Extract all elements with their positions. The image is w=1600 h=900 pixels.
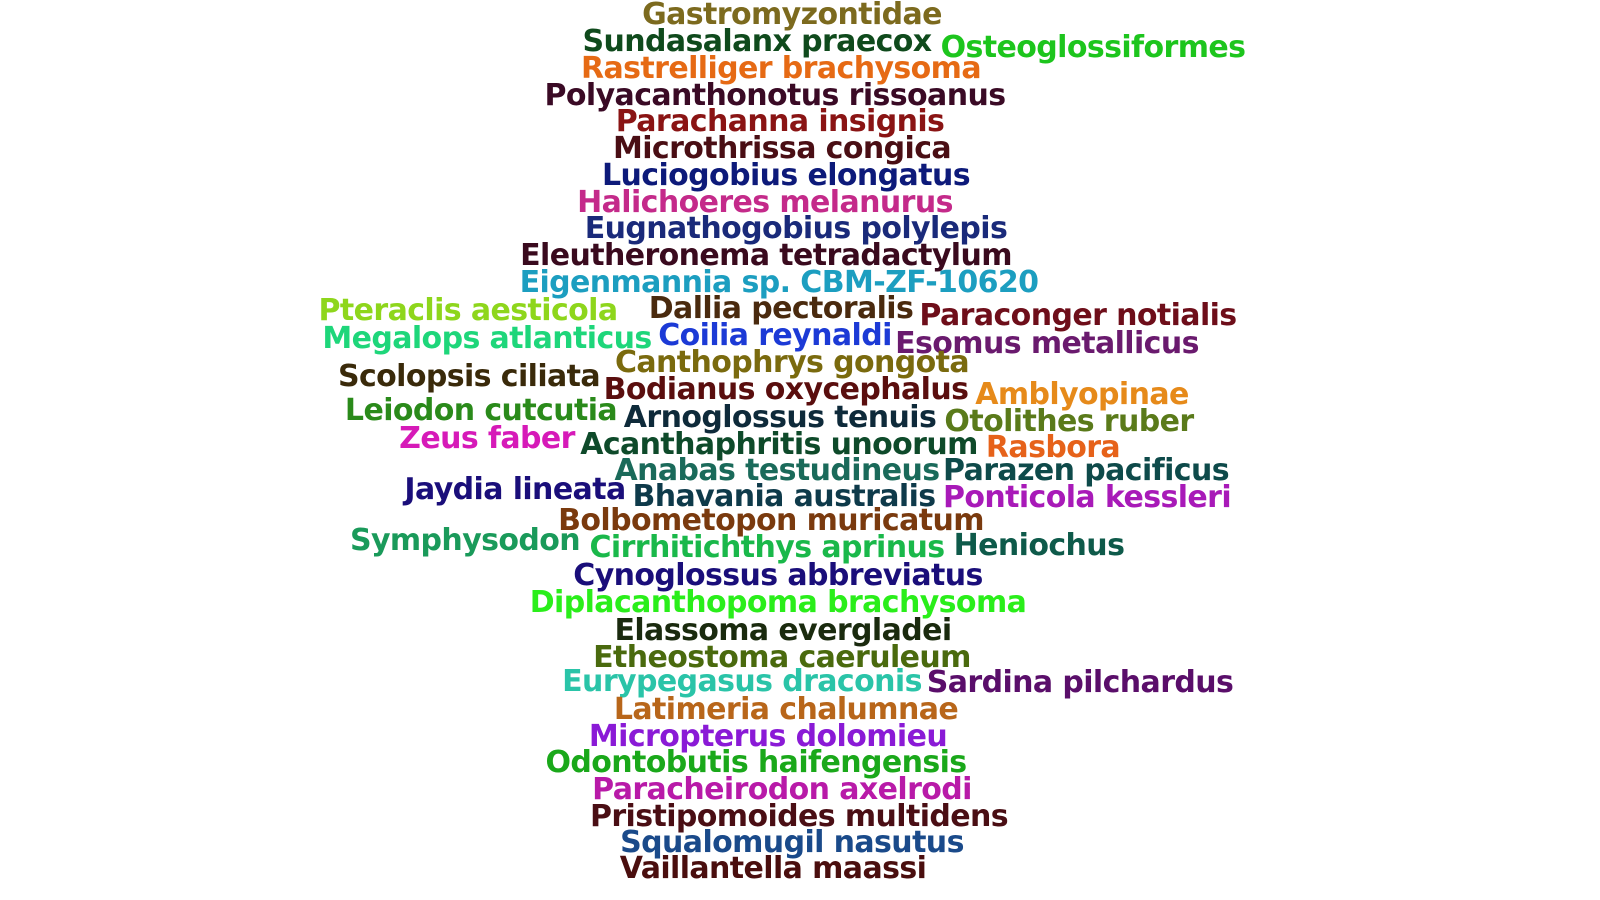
word-megalops-atlanticus: Megalops atlanticus bbox=[322, 321, 652, 356]
word-anabas-testudineus: Anabas testudineus bbox=[614, 453, 941, 488]
word-vaillantella-maassi: Vaillantella maassi bbox=[619, 851, 927, 886]
word-arnoglossus-tenuis: Arnoglossus tenuis bbox=[623, 400, 937, 435]
word-gastromyzontidae: Gastromyzontidae bbox=[642, 0, 942, 32]
word-osteoglossiformes: Osteoglossiformes bbox=[940, 30, 1246, 65]
word-microthrissa-congica: Microthrissa congica bbox=[612, 131, 952, 166]
word-latimeria-chalumnae: Latimeria chalumnae bbox=[613, 692, 959, 727]
word-polyacanthonotus-rissoanus: Polyacanthonotus rissoanus bbox=[544, 78, 1007, 113]
word-cirrhitichthys-aprinus: Cirrhitichthys aprinus bbox=[589, 530, 945, 565]
word-eurypegasus-draconis: Eurypegasus draconis bbox=[562, 664, 922, 699]
word-diplacanthopoma-brachysoma: Diplacanthopoma brachysoma bbox=[529, 585, 1027, 620]
word-luciogobius-elongatus: Luciogobius elongatus bbox=[602, 158, 971, 193]
word-odontobutis-haifengensis: Odontobutis haifengensis bbox=[545, 745, 967, 780]
word-sardina-pilchardus: Sardina pilchardus bbox=[926, 665, 1234, 700]
word-ponticola-kessleri: Ponticola kessleri bbox=[942, 480, 1232, 515]
word-coilia-reynaldi: Coilia reynaldi bbox=[658, 318, 892, 353]
word-eleutheronema-tetradactylum: Eleutheronema tetradactylum bbox=[520, 238, 1012, 273]
word-elassoma-evergladei: Elassoma evergladei bbox=[614, 613, 952, 648]
word-micropterus-dolomieu: Micropterus dolomieu bbox=[588, 719, 948, 754]
word-pteraclis-aesticola: Pteraclis aesticola bbox=[318, 293, 619, 328]
word-amblyopinae: Amblyopinae bbox=[975, 377, 1189, 412]
word-pristipomoides-multidens: Pristipomoides multidens bbox=[589, 799, 1009, 834]
word-leiodon-cutcutia: Leiodon cutcutia bbox=[344, 393, 618, 428]
word-heniochus: Heniochus bbox=[953, 528, 1125, 563]
word-squalomugil-nasutus: Squalomugil nasutus bbox=[620, 825, 964, 860]
word-bhavania-australis: Bhavania australis bbox=[632, 479, 936, 514]
word-otolithes-ruber: Otolithes ruber bbox=[944, 404, 1194, 439]
word-etheostoma-caeruleum: Etheostoma caeruleum bbox=[593, 640, 971, 675]
word-cynoglossus-abbreviatus: Cynoglossus abbreviatus bbox=[573, 558, 983, 593]
word-rasbora: Rasbora bbox=[985, 430, 1121, 465]
word-rastrelliger-brachysoma: Rastrelliger brachysoma bbox=[581, 51, 982, 86]
word-dallia-pectoralis: Dallia pectoralis bbox=[648, 291, 914, 326]
word-paracheirodon-axelrodi: Paracheirodon axelrodi bbox=[592, 772, 972, 807]
word-eigenmannia-sp-cbm-zf-10620: Eigenmannia sp. CBM-ZF-10620 bbox=[519, 265, 1039, 300]
word-parazen-pacificus: Parazen pacificus bbox=[943, 453, 1230, 488]
word-symphysodon: Symphysodon bbox=[349, 523, 581, 558]
word-esomus-metallicus: Esomus metallicus bbox=[895, 326, 1199, 361]
word-bolbometopon-muricatum: Bolbometopon muricatum bbox=[558, 503, 984, 538]
word-scolopsis-ciliata: Scolopsis ciliata bbox=[337, 359, 601, 394]
word-parachanna-insignis: Parachanna insignis bbox=[615, 104, 945, 139]
word-paraconger-notialis: Paraconger notialis bbox=[919, 298, 1237, 333]
word-zeus-faber: Zeus faber bbox=[399, 421, 575, 456]
word-canthophrys-gongota: Canthophrys gongota bbox=[614, 345, 970, 380]
word-eugnathogobius-polylepis: Eugnathogobius polylepis bbox=[584, 211, 1008, 246]
word-acanthaphritis-unoorum: Acanthaphritis unoorum bbox=[580, 427, 978, 462]
word-sundasalanx-praecox: Sundasalanx praecox bbox=[582, 24, 932, 59]
word-halichoeres-melanurus: Halichoeres melanurus bbox=[577, 185, 953, 220]
word-jaydia-lineata: Jaydia lineata bbox=[404, 472, 626, 507]
word-bodianus-oxycephalus: Bodianus oxycephalus bbox=[603, 372, 969, 407]
